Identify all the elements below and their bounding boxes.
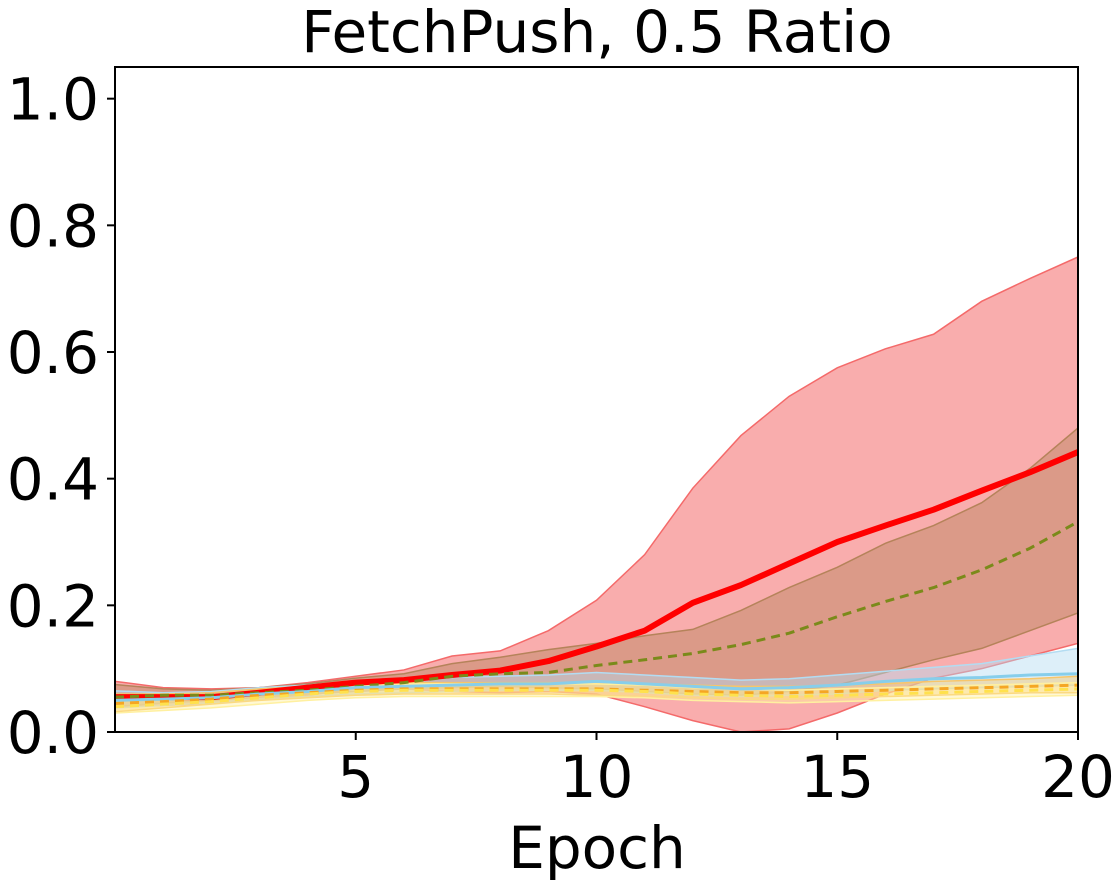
series-2-line xyxy=(115,520,1078,699)
y-tick-label: 0.2 xyxy=(7,572,99,640)
x-axis-label: Epoch xyxy=(508,814,686,882)
confidence-bands xyxy=(115,256,1078,732)
x-axis: 5 10 15 20 xyxy=(337,732,1115,811)
series-3-line xyxy=(115,672,1078,702)
y-tick-label: 0.0 xyxy=(7,699,99,767)
y-axis: 0.0 0.2 0.4 0.6 0.8 1.0 xyxy=(7,66,115,767)
y-tick-label: 1.0 xyxy=(7,66,99,134)
x-tick-label: 20 xyxy=(1041,743,1115,811)
y-tick-label: 0.6 xyxy=(7,319,99,387)
y-tick-label: 0.4 xyxy=(7,446,99,514)
x-tick-label: 10 xyxy=(560,743,634,811)
chart-title: FetchPush, 0.5 Ratio xyxy=(301,0,892,66)
series-lines xyxy=(115,449,1078,709)
x-tick-label: 15 xyxy=(800,743,874,811)
series-1-line xyxy=(115,449,1078,701)
y-tick-label: 0.8 xyxy=(7,192,99,260)
x-tick-label: 5 xyxy=(337,743,374,811)
series-5-line xyxy=(115,687,1078,709)
